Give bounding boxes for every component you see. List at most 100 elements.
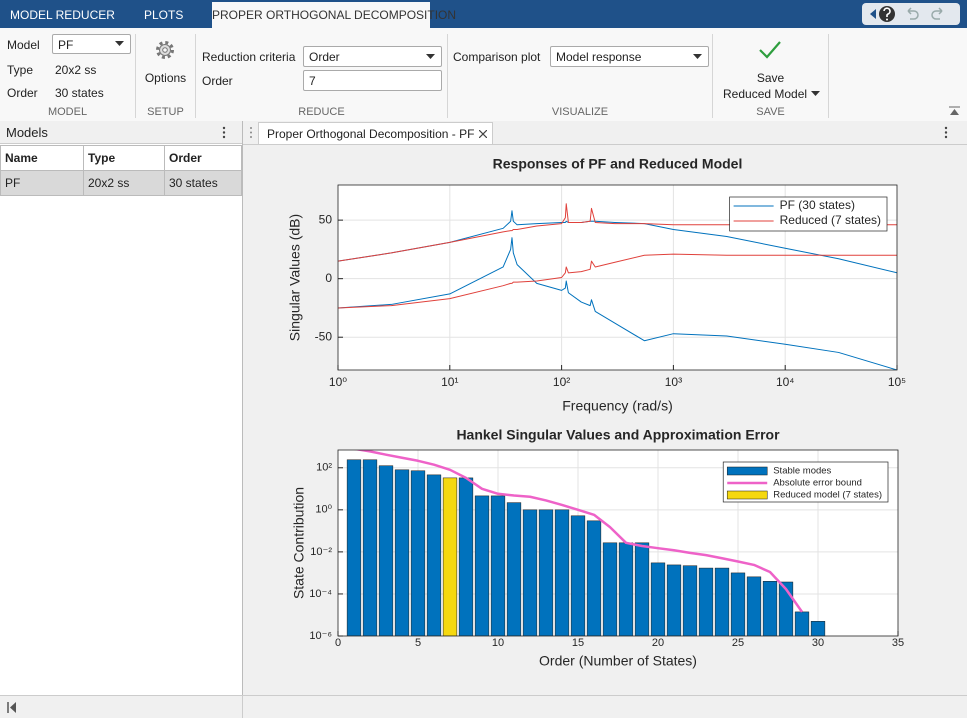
y-tick-label: 10⁻⁶: [309, 630, 332, 642]
quick-access: [862, 3, 960, 25]
bar: [475, 496, 489, 636]
legend-label: Absolute error bound: [773, 478, 862, 489]
dropdown-value: PF: [58, 38, 73, 52]
x-tick-label: 10: [492, 637, 504, 649]
y-axis-label: Singular Values (dB): [287, 214, 303, 341]
order-input[interactable]: 7: [303, 70, 442, 91]
x-tick-label: 10⁴: [776, 375, 795, 389]
collapse-icon[interactable]: [949, 106, 961, 116]
figure: 10⁰10¹10²10³10⁴10⁵-50050Responses of PF …: [243, 145, 967, 695]
document-menu[interactable]: [944, 126, 948, 139]
panel-header: Models: [0, 121, 242, 144]
gear-icon[interactable]: [153, 38, 177, 62]
document-tab[interactable]: Proper Orthogonal Decomposition - PF: [258, 122, 493, 144]
help-dot: [886, 19, 888, 21]
save-button[interactable]: Save: [713, 71, 828, 85]
bar: [459, 478, 473, 636]
section-label: SAVE: [713, 106, 828, 118]
value: 20x2 ss: [55, 63, 96, 77]
bar: [603, 543, 617, 636]
bar: [347, 460, 361, 636]
label: Reduction criteria: [202, 50, 295, 64]
bar: [667, 565, 681, 636]
legend-label: Reduced (7 states): [780, 213, 881, 227]
x-tick-label: 0: [335, 637, 341, 649]
x-tick-label: 10⁰: [329, 375, 347, 389]
value: 30 states: [55, 86, 104, 100]
tab[interactable]: MODEL REDUCER: [10, 8, 115, 22]
close-icon[interactable]: [479, 130, 487, 138]
bar: [683, 566, 697, 636]
column-header[interactable]: Type: [84, 146, 165, 171]
bar: [651, 563, 665, 636]
table-cell: PF: [1, 171, 84, 196]
collapse-panel-icon[interactable]: [7, 702, 17, 713]
toolstrip: Model PF Type 20x2 ss Order 30 states MO…: [0, 28, 967, 122]
bar: [699, 568, 713, 636]
table-row[interactable]: PF 20x2 ss 30 states: [1, 171, 242, 196]
label: Order: [7, 86, 38, 100]
x-tick-label: 10³: [665, 375, 682, 389]
label: Type: [7, 63, 33, 77]
bar: [363, 460, 377, 636]
tab-bar: MODEL REDUCER PLOTS PROPER ORTHOGONAL DE…: [0, 0, 967, 28]
bar: [747, 577, 761, 636]
legend-swatch: [727, 491, 767, 499]
document-tabs: Proper Orthogonal Decomposition - PF: [243, 121, 967, 145]
dropdown-arrow: [426, 54, 436, 60]
y-tick-label: 10⁻⁴: [309, 588, 332, 600]
section-label: SETUP: [136, 106, 195, 118]
model-dropdown[interactable]: PF: [52, 34, 131, 54]
column-header[interactable]: Name: [1, 146, 84, 171]
x-tick-label: 10²: [553, 375, 570, 389]
section-label: REDUCE: [196, 106, 447, 118]
legend: PF (30 states)Reduced (7 states): [730, 197, 887, 231]
label: Order: [202, 74, 233, 88]
bar: [491, 496, 505, 636]
dropdown-value: Order: [309, 50, 340, 64]
x-axis-label: Order (Number of States): [539, 653, 697, 669]
bar: [571, 516, 585, 636]
bar: [411, 471, 425, 636]
dropdown-arrow: [693, 54, 703, 60]
bar: [731, 573, 745, 636]
section-label: MODEL: [0, 106, 135, 118]
bar: [395, 470, 409, 636]
tab[interactable]: PLOTS: [144, 8, 183, 22]
check-icon[interactable]: [758, 40, 782, 60]
panel-menu[interactable]: [222, 126, 226, 139]
bar: [715, 568, 729, 636]
x-tick-label: 35: [892, 637, 904, 649]
save-button[interactable]: Reduced Model: [723, 87, 807, 101]
criteria-dropdown[interactable]: Order: [303, 46, 442, 67]
bar: [763, 581, 777, 636]
tab-active[interactable]: PROPER ORTHOGONAL DECOMPOSITION: [212, 2, 430, 28]
x-tick-label: 5: [415, 637, 421, 649]
dropdown-value: Model response: [556, 50, 641, 64]
x-tick-label: 15: [572, 637, 584, 649]
separator: [242, 696, 243, 718]
bar: [587, 521, 601, 636]
column-header[interactable]: Order: [165, 146, 242, 171]
models-table: Name Type Order PF 20x2 ss 30 states: [0, 145, 242, 196]
bar: [523, 510, 537, 636]
x-tick-label: 30: [812, 637, 824, 649]
plot-dropdown[interactable]: Model response: [550, 46, 709, 67]
options-button[interactable]: Options: [136, 71, 195, 85]
legend: Stable modesAbsolute error boundReduced …: [723, 462, 888, 502]
x-tick-label: 25: [732, 637, 744, 649]
bar: [443, 478, 457, 636]
dropdown-arrow: [811, 91, 821, 97]
section-label: VISUALIZE: [448, 106, 712, 118]
bar: [507, 503, 521, 636]
legend-label: Stable modes: [773, 466, 831, 477]
y-tick-label: -50: [315, 329, 333, 343]
dropdown-arrow: [115, 41, 125, 47]
models-panel: Models Name Type Order PF 20x2 ss 30 sta…: [0, 121, 243, 695]
input-value: 7: [309, 74, 316, 88]
label: Comparison plot: [453, 50, 540, 64]
y-tick-label: 10⁰: [315, 504, 332, 516]
bar: [539, 510, 553, 636]
bar: [619, 543, 633, 636]
